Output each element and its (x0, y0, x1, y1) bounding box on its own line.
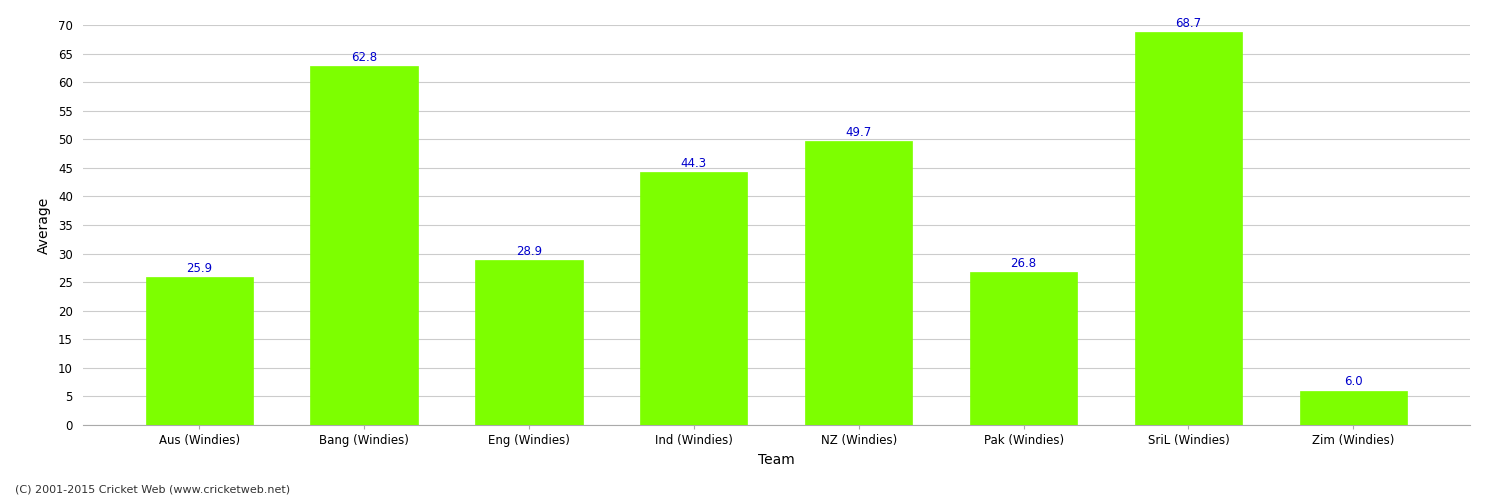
Text: 28.9: 28.9 (516, 244, 542, 258)
Bar (146, 277, 252, 425)
Text: 25.9: 25.9 (186, 262, 211, 274)
Text: (C) 2001-2015 Cricket Web (www.cricketweb.net): (C) 2001-2015 Cricket Web (www.cricketwe… (15, 485, 290, 495)
Text: 6.0: 6.0 (1344, 376, 1362, 388)
Bar (476, 260, 582, 425)
Text: 62.8: 62.8 (351, 51, 376, 64)
Text: 68.7: 68.7 (1176, 17, 1202, 30)
Text: 49.7: 49.7 (846, 126, 871, 138)
Bar (806, 141, 912, 425)
X-axis label: Team: Team (758, 452, 795, 466)
Bar (310, 66, 417, 425)
Bar (1136, 32, 1242, 425)
Bar (970, 272, 1077, 425)
Y-axis label: Average: Average (38, 196, 51, 254)
Text: 44.3: 44.3 (681, 156, 706, 170)
Text: 26.8: 26.8 (1011, 256, 1036, 270)
Bar (640, 172, 747, 425)
Bar (1300, 390, 1407, 425)
